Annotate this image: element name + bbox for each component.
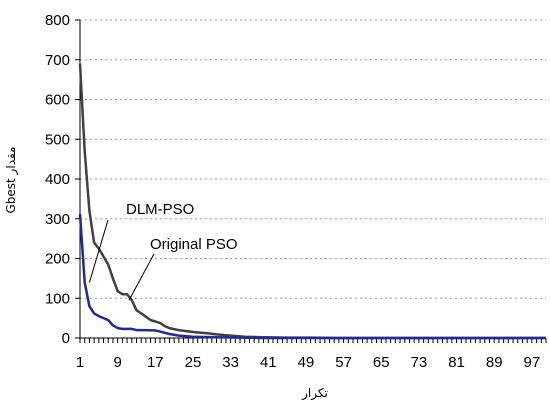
x-tick-label: 17 — [147, 354, 164, 371]
gridlines — [80, 19, 546, 299]
x-tick-label: 41 — [260, 354, 277, 371]
x-axis-title: تکرار — [301, 386, 328, 401]
y-tick-label: 100 — [45, 290, 70, 307]
series-line-dlm-pso — [78, 213, 546, 340]
y-tick-label: 700 — [45, 52, 70, 69]
x-tick-label: 49 — [298, 354, 315, 371]
series-lines — [78, 63, 546, 340]
x-tick-label: 57 — [335, 354, 352, 371]
y-axis-title: Gbest مقدار — [4, 146, 19, 213]
y-tick-label: 0 — [62, 330, 70, 347]
x-tick-label: 73 — [411, 354, 428, 371]
annotation-leader-dlm-pso — [88, 219, 109, 283]
y-tick-label: 400 — [45, 171, 70, 188]
y-tick-labels: 0 100 200 300 400 500 600 700 800 — [45, 12, 80, 347]
x-tick-label: 9 — [113, 354, 121, 371]
annotation-dlm-pso: DLM-PSO — [126, 201, 194, 218]
x-tick-label: 97 — [524, 354, 541, 371]
x-tick-label: 81 — [448, 354, 465, 371]
y-tick-label: 500 — [45, 131, 70, 148]
annotation-original-pso: Original PSO — [150, 236, 238, 253]
x-tick-label: 25 — [185, 354, 202, 371]
y-tick-label: 800 — [45, 12, 70, 29]
x-tick-label: 1 — [76, 354, 84, 371]
x-tick-label: 89 — [486, 354, 503, 371]
y-tick-label: 300 — [45, 211, 70, 228]
x-tick-label: 65 — [373, 354, 390, 371]
x-tick-label: 33 — [222, 354, 239, 371]
annotation-leader-original-pso — [128, 253, 155, 301]
y-tick-label: 600 — [45, 92, 70, 109]
annotations: DLM-PSO Original PSO — [88, 201, 238, 301]
x-tick-labels: 1 9 17 25 33 41 49 57 65 73 81 89 97 — [76, 338, 547, 371]
y-tick-label: 200 — [45, 251, 70, 268]
